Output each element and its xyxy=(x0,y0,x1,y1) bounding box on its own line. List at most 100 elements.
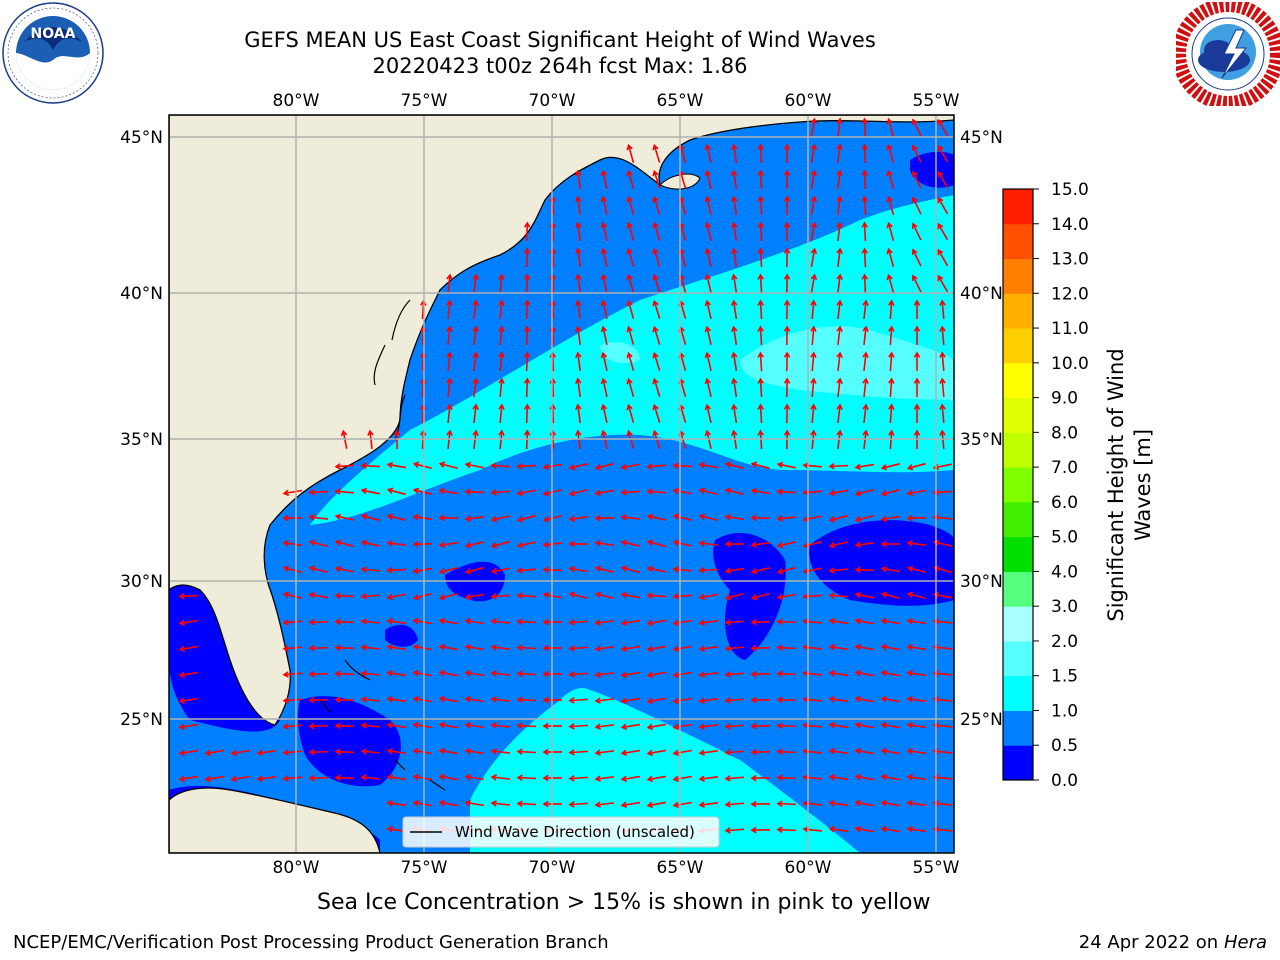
wave-arrow xyxy=(810,170,816,190)
wave-arrow xyxy=(283,672,303,676)
wave-arrow xyxy=(440,567,458,573)
wave-arrow xyxy=(803,646,823,650)
wave-arrow xyxy=(837,326,841,346)
wave-arrow xyxy=(726,488,744,496)
wave-arrow xyxy=(577,326,581,346)
lat-tick-left: 35°N xyxy=(120,430,163,450)
wave-arrow xyxy=(517,646,537,650)
wave-arrow xyxy=(517,724,537,728)
wave-arrow xyxy=(829,568,849,572)
wave-arrow xyxy=(569,750,589,754)
wave-arrow xyxy=(491,750,511,754)
wave-arrow xyxy=(855,697,875,703)
wave-arrow xyxy=(627,171,635,189)
wave-arrow xyxy=(525,248,529,268)
wave-arrow xyxy=(907,749,927,755)
wave-arrow xyxy=(907,542,927,546)
wave-arrow xyxy=(439,801,459,807)
wave-arrow xyxy=(621,723,641,729)
wave-arrow xyxy=(937,171,949,189)
wave-arrow xyxy=(369,430,373,450)
wave-arrow xyxy=(596,462,614,470)
wave-arrow xyxy=(937,223,949,241)
wave-arrow xyxy=(647,464,667,468)
wave-arrow xyxy=(336,540,354,548)
wave-arrow xyxy=(569,567,589,573)
wave-arrow xyxy=(679,275,687,293)
wave-arrow xyxy=(602,405,608,423)
wave-arrow xyxy=(499,378,503,398)
colorbar-segment xyxy=(1003,675,1033,711)
wave-arrow xyxy=(810,144,816,164)
wave-arrow xyxy=(863,196,867,216)
wave-arrow xyxy=(283,750,303,754)
wave-arrow xyxy=(388,488,406,496)
wave-arrow xyxy=(941,352,945,372)
wave-arrow xyxy=(602,379,608,397)
wave-arrow xyxy=(517,672,537,676)
wave-arrow xyxy=(700,488,718,496)
wave-arrow xyxy=(342,431,348,449)
wave-arrow xyxy=(387,723,407,729)
wave-arrow xyxy=(751,541,771,547)
lat-tick-right: 40°N xyxy=(960,284,1003,304)
colorbar-tick: 8.0 xyxy=(1051,423,1078,443)
wave-arrow xyxy=(602,301,608,319)
wave-arrow xyxy=(627,249,635,267)
wave-arrow xyxy=(699,463,719,469)
wave-arrow xyxy=(283,541,303,547)
wave-arrow xyxy=(829,464,849,468)
wave-arrow xyxy=(803,672,823,676)
lon-tick-bottom: 70°W xyxy=(529,858,576,878)
colorbar-tick: 2.0 xyxy=(1051,632,1078,652)
wave-arrow xyxy=(889,300,893,320)
wave-arrow xyxy=(653,327,661,345)
wave-arrow xyxy=(627,301,635,319)
wave-arrow xyxy=(855,749,875,755)
colorbar-label-line2: Waves [m] xyxy=(1131,429,1155,541)
wave-arrow xyxy=(908,462,926,470)
wave-arrow xyxy=(830,541,848,547)
wave-arrow xyxy=(933,698,953,702)
wave-arrow xyxy=(908,592,926,600)
wave-arrow xyxy=(544,515,562,521)
wave-arrow xyxy=(569,724,589,728)
wave-arrow xyxy=(577,430,581,450)
wave-arrow xyxy=(830,489,848,495)
wave-arrow xyxy=(517,464,537,468)
wave-arrow xyxy=(517,620,537,624)
wave-arrow xyxy=(465,593,485,599)
wave-arrow xyxy=(699,646,719,650)
wave-arrow xyxy=(491,698,511,702)
wave-arrow xyxy=(937,197,949,215)
wave-arrow xyxy=(674,514,692,522)
wave-arrow xyxy=(596,567,614,573)
wave-arrow xyxy=(933,672,953,676)
wave-arrow xyxy=(777,802,797,806)
wave-arrow xyxy=(882,488,900,496)
wave-arrow xyxy=(621,775,641,781)
chart-subtitle: 20220423 t00z 264h fcst Max: 1.86 xyxy=(372,54,748,78)
wave-arrow xyxy=(855,645,875,651)
wave-arrow xyxy=(752,592,770,600)
wave-arrow xyxy=(725,828,745,832)
wave-arrow xyxy=(499,326,503,346)
lon-tick-top: 75°W xyxy=(401,91,448,111)
wave-arrow xyxy=(855,542,875,546)
wave-arrow xyxy=(179,645,199,651)
wave-arrow xyxy=(387,542,407,546)
wave-arrow xyxy=(361,672,381,676)
wave-arrow xyxy=(863,378,867,398)
wave-arrow xyxy=(706,275,712,293)
wave-arrow xyxy=(759,248,763,268)
wave-arrow xyxy=(491,646,511,650)
wave-arrow xyxy=(413,775,433,781)
wave-arrow xyxy=(803,464,823,468)
wave-arrow xyxy=(829,749,849,755)
wave-arrow xyxy=(941,378,945,398)
lat-tick-left: 40°N xyxy=(120,284,163,304)
wave-arrow xyxy=(544,488,562,496)
wave-arrow xyxy=(933,828,953,832)
wave-arrow xyxy=(907,645,927,651)
wave-arrow xyxy=(647,697,667,703)
